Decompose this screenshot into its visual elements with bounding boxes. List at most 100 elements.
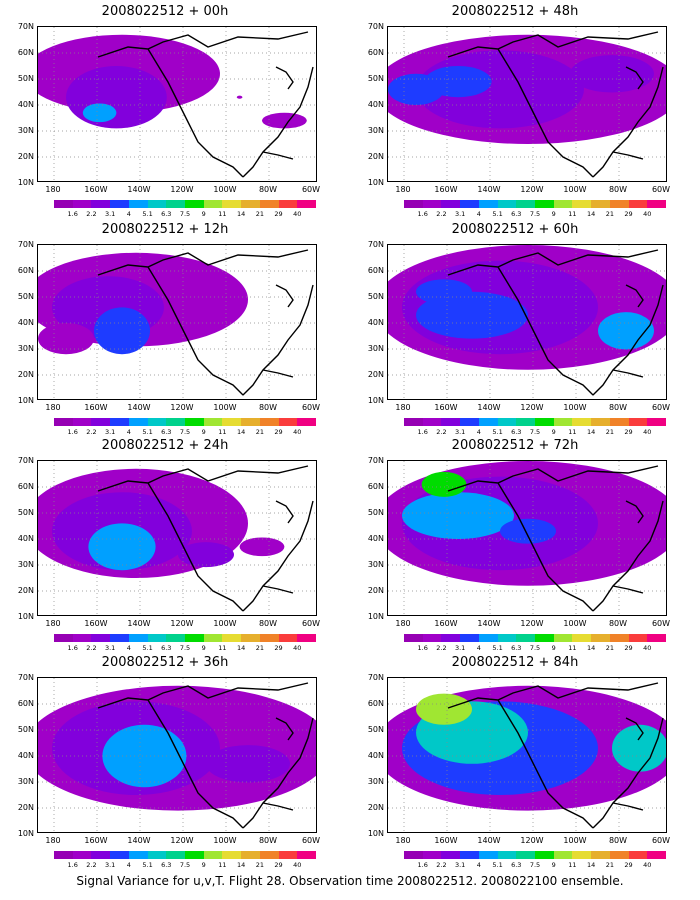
lon-tick-label: 60W <box>301 403 321 412</box>
colorbar-segment <box>460 634 479 642</box>
colorbar-segment <box>535 418 554 426</box>
variance-contour <box>262 112 307 129</box>
colorbar-segment <box>441 200 461 208</box>
coastline <box>97 465 314 612</box>
colorbar-tick-label: 2.2 <box>86 861 97 869</box>
lat-tick-label: 30N <box>17 126 34 135</box>
lon-tick-label: 140W <box>477 836 501 845</box>
map-panel: 2008022512 + 60h 70N 60N 50N 40N 30N 20N 10N 180… <box>350 222 680 437</box>
colorbar-segment <box>478 200 498 208</box>
colorbar-tick-label: 29 <box>274 644 283 652</box>
colorbar-tick-label: 11 <box>568 210 577 218</box>
colorbar-segment <box>297 634 317 642</box>
panel-title: 2008022512 + 36h <box>101 655 229 670</box>
colorbar-segment <box>241 851 260 859</box>
colorbar-segment <box>203 418 223 426</box>
colorbar-segment <box>422 634 442 642</box>
colorbar-tick-label: 6.3 <box>511 861 522 869</box>
colorbar-segment <box>516 418 536 426</box>
panel-title: 2008022512 + 48h <box>451 4 579 19</box>
colorbar-segment <box>628 851 648 859</box>
colorbar-segment <box>278 200 298 208</box>
lat-tick-label: 20N <box>367 370 384 379</box>
colorbar-segment <box>628 634 648 642</box>
colorbar-segment <box>647 851 667 859</box>
map-panel: 2008022512 + 48h 70N 60N 50N 40N 30N 20N 10N 180… <box>350 4 680 219</box>
lat-tick-label: 70N <box>17 456 34 465</box>
colorbar-tick-label: 9 <box>551 644 556 652</box>
colorbar-segment <box>297 418 317 426</box>
variance-field <box>38 27 316 181</box>
lon-tick-label: 160W <box>84 619 108 628</box>
colorbar-segment <box>591 418 610 426</box>
colorbar-segment <box>128 418 148 426</box>
colorbar-tick-label: 6.3 <box>161 861 172 869</box>
colorbar-tick-label: 11 <box>568 861 577 869</box>
lon-tick-label: 140W <box>127 619 151 628</box>
lon-tick-label: 160W <box>434 403 458 412</box>
colorbar-segment <box>535 200 554 208</box>
lon-tick-label: 60W <box>651 836 671 845</box>
lat-tick-label: 10N <box>17 829 34 838</box>
colorbar-tick-label: 40 <box>293 644 302 652</box>
coastline <box>97 682 314 829</box>
lon-tick-label: 60W <box>651 403 671 412</box>
panel-title: 2008022512 + 00h <box>101 4 229 19</box>
colorbar-tick-label: 9 <box>201 428 206 436</box>
colorbar-segment <box>497 851 517 859</box>
colorbar-segment <box>572 634 592 642</box>
colorbar-segment <box>110 418 129 426</box>
lat-tick-label: 60N <box>367 266 384 275</box>
colorbar-tick-label: 1.6 <box>67 210 78 218</box>
colorbar-tick-label: 2.2 <box>86 428 97 436</box>
colorbar-tick-label: 29 <box>624 644 633 652</box>
colorbar-segment <box>535 851 554 859</box>
colorbar-segment <box>422 200 442 208</box>
lon-tick-label: 180 <box>395 619 411 628</box>
colorbar-segment <box>516 200 536 208</box>
lon-tick-label: 180 <box>395 185 411 194</box>
lat-tick-label: 30N <box>17 344 34 353</box>
lon-tick-label: 120W <box>170 185 194 194</box>
colorbar-tick-label: 40 <box>643 210 652 218</box>
colorbar-segment <box>572 200 592 208</box>
lon-tick-label: 80W <box>258 619 278 628</box>
lat-tick-label: 50N <box>367 725 384 734</box>
lat-tick-label: 30N <box>367 560 384 569</box>
colorbar <box>404 634 667 642</box>
colorbar-tick-label: 7.5 <box>529 428 541 436</box>
lon-tick-label: 120W <box>520 185 544 194</box>
colorbar-segment <box>241 634 260 642</box>
colorbar-tick-label: 5.1 <box>142 210 153 218</box>
colorbar-tick-label: 9 <box>201 210 206 218</box>
lon-tick-label: 180 <box>45 619 61 628</box>
colorbar-segment <box>72 200 92 208</box>
lat-tick-label: 50N <box>17 725 34 734</box>
colorbar-segment <box>497 418 517 426</box>
lon-tick-label: 160W <box>84 836 108 845</box>
lat-tick-label: 40N <box>17 534 34 543</box>
lat-tick-label: 50N <box>17 74 34 83</box>
variance-contour <box>598 312 654 350</box>
colorbar <box>404 851 667 859</box>
colorbar-tick-label: 7.5 <box>179 210 191 218</box>
colorbar-labels: 1.6 2.2 3.1 4 5.1 6.3 7.5 9 11 14 21 29 40 <box>54 428 316 437</box>
lon-tick-label: 180 <box>45 185 61 194</box>
colorbar-segment <box>609 851 629 859</box>
variance-contour <box>402 492 514 539</box>
lon-tick-label: 160W <box>84 185 108 194</box>
lon-tick-label: 80W <box>608 403 628 412</box>
colorbar-segment <box>297 851 317 859</box>
variance-map <box>37 460 317 616</box>
colorbar-segment <box>259 634 279 642</box>
colorbar-tick-label: 21 <box>605 861 614 869</box>
colorbar-tick-label: 4 <box>126 428 131 436</box>
colorbar-tick-label: 6.3 <box>511 644 522 652</box>
colorbar-segment <box>591 851 610 859</box>
colorbar-segment <box>441 851 461 859</box>
panel-title: 2008022512 + 24h <box>101 438 229 453</box>
colorbar-tick-label: 40 <box>293 428 302 436</box>
colorbar-tick-label: 3.1 <box>454 210 466 218</box>
variance-contour <box>94 307 150 355</box>
lat-tick-label: 50N <box>367 74 384 83</box>
